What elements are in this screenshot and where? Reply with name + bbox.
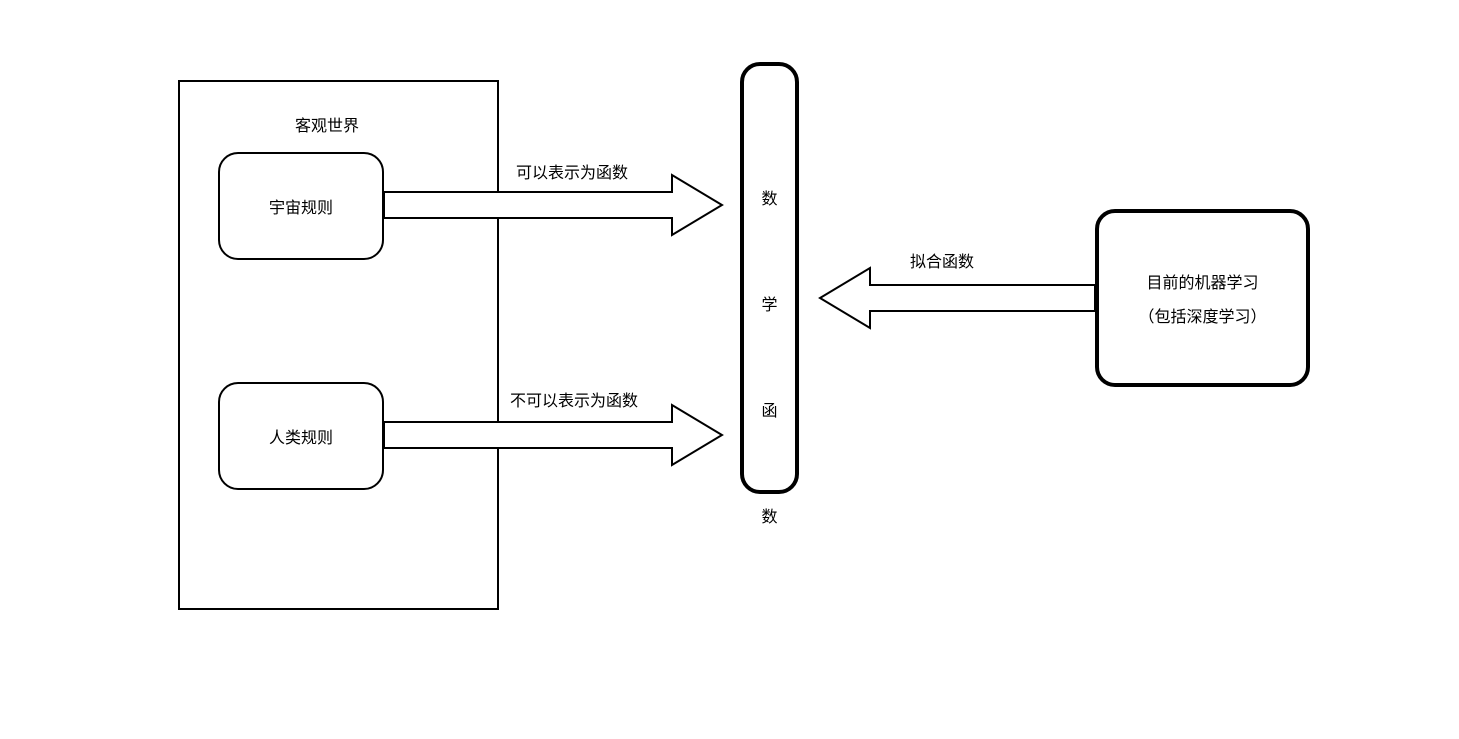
label-machine-learning: 目前的机器学习 （包括深度学习） (1138, 269, 1266, 327)
math-function-char: 数 (761, 503, 777, 527)
title-objective-world: 客观世界 (295, 112, 359, 136)
label-fit-function: 拟合函数 (910, 248, 974, 272)
arrow-cannot-represent (332, 403, 774, 467)
arrow-fit-function (768, 266, 1147, 330)
label-machine-learning-line1: 目前的机器学习 (1138, 269, 1266, 293)
label-human-rules: 人类规则 (269, 424, 333, 448)
label-universe-rules: 宇宙规则 (269, 194, 333, 218)
label-can-represent: 可以表示为函数 (516, 159, 628, 183)
label-cannot-represent: 不可以表示为函数 (510, 387, 638, 411)
label-machine-learning-line2: （包括深度学习） (1138, 303, 1266, 327)
